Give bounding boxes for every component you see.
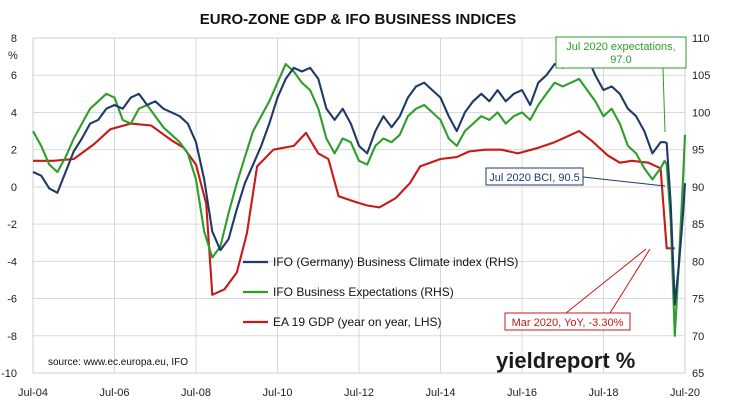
legend: IFO (Germany) Business Climate index (RH… (243, 255, 518, 329)
left-tick-label: -8 (7, 331, 17, 343)
annotation-bci-leader (582, 176, 666, 187)
x-tick-label: Jul-10 (263, 387, 293, 399)
x-tick-label: Jul-04 (18, 387, 48, 399)
source-note: source: www.ec.europa.eu, IFO (48, 357, 188, 368)
x-axis: Jul-04 Jul-06 Jul-08 Jul-10 Jul-12 Jul-14 Jul-… (18, 387, 700, 399)
annotation-bci-box (485, 167, 584, 186)
x-tick-label: Jul-12 (344, 387, 374, 399)
annotation-gdp-leader-1 (565, 248, 647, 314)
chart-title: EURO-ZONE GDP & IFO BUSINESS INDICES (200, 11, 516, 28)
series-line-ea19-gdp (33, 122, 675, 296)
annotation-expectations-line-2: 97.0 (610, 54, 631, 66)
left-axis: 8 6 4 2 0 -2 -4 -6 -8 -10 (1, 33, 17, 380)
right-tick-label: 110 (692, 33, 710, 45)
left-tick-label: 6 (11, 70, 17, 82)
plot-frame (32, 37, 686, 374)
right-tick-label: 70 (692, 331, 704, 343)
left-axis-unit-label: % (8, 50, 18, 62)
legend-label-gdp: EA 19 GDP (year on year, LHS) (273, 315, 442, 329)
x-tick-label: Jul-08 (181, 387, 211, 399)
legend-label-expectations: IFO Business Expectations (RHS) (273, 285, 454, 299)
x-tick-label: Jul-20 (670, 387, 700, 399)
left-tick-label: -6 (7, 294, 17, 306)
annotation-gdp: Mar 2020, YoY, -3.30% (504, 248, 651, 331)
x-tick-label: Jul-18 (589, 387, 619, 399)
x-tick-label: Jul-16 (507, 387, 537, 399)
right-tick-label: 80 (692, 256, 704, 268)
right-axis: 110 105 100 95 90 85 80 75 70 65 (692, 33, 710, 380)
right-tick-label: 65 (692, 368, 704, 380)
annotation-expectations: Jul 2020 expectations, 97.0 (555, 36, 687, 133)
brand-logo: yieldreport % (496, 348, 635, 373)
right-tick-label: 85 (692, 219, 704, 231)
right-tick-label: 100 (692, 107, 710, 119)
annotation-bci-text: Jul 2020 BCI, 90.5 (489, 172, 580, 184)
left-tick-label: 2 (11, 145, 17, 157)
left-tick-label: 0 (11, 182, 17, 194)
right-tick-label: 105 (692, 70, 710, 82)
annotation-bci: Jul 2020 BCI, 90.5 (485, 167, 666, 187)
left-tick-label: -10 (1, 368, 17, 380)
series-layer (32, 51, 687, 337)
annotation-gdp-leader-2 (609, 248, 651, 314)
annotation-expectations-line-1: Jul 2020 expectations, (566, 41, 675, 53)
annotation-expectations-leader (662, 67, 666, 133)
left-tick-label: 4 (11, 107, 17, 119)
left-tick-label: -4 (7, 256, 17, 268)
right-tick-label: 90 (692, 182, 704, 194)
left-tick-label: 8 (11, 33, 17, 45)
right-tick-label: 75 (692, 294, 704, 306)
series-line-ifo-climate (32, 51, 687, 306)
annotation-gdp-text: Mar 2020, YoY, -3.30% (512, 317, 624, 329)
left-tick-label: -2 (7, 219, 17, 231)
annotation-gdp-box (504, 312, 631, 331)
right-tick-label: 95 (692, 145, 704, 157)
x-tick-label: Jul-06 (100, 387, 130, 399)
x-tick-label: Jul-14 (426, 387, 456, 399)
annotation-expectations-box (555, 36, 687, 69)
legend-label-climate: IFO (Germany) Business Climate index (RH… (273, 255, 518, 269)
